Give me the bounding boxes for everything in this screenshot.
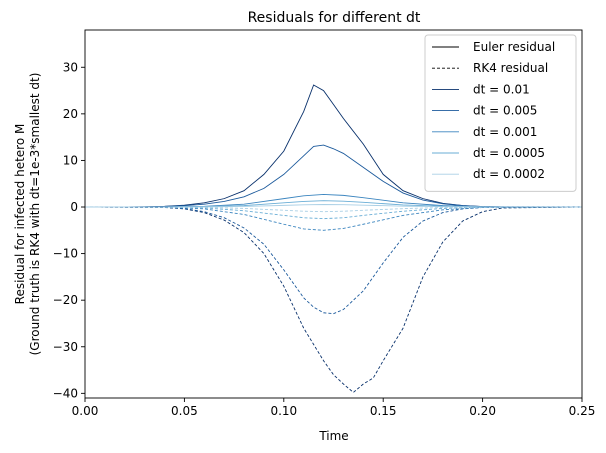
y-axis-label: Residual for infected hetero M (Ground t… xyxy=(13,73,42,356)
y-tick-label: 0 xyxy=(70,200,78,214)
axes-layer: 0.00 0.05 0.10 0.15 0.20 0.25 −40 −30 −20 −10 0 10 2… xyxy=(53,29,596,418)
y-tick-label: 30 xyxy=(63,60,78,74)
legend: Euler residual RK4 residual dt = 0.01 dt = … xyxy=(424,34,577,192)
series-euler-dt-0_005 xyxy=(85,144,582,208)
x-tick-label: 0.00 xyxy=(72,404,99,418)
y-tick-label: 20 xyxy=(63,107,78,121)
x-tick-label: 0.20 xyxy=(469,404,496,418)
y-tick-label: 10 xyxy=(63,153,78,167)
series-euler-dt-0_0002 xyxy=(85,204,582,208)
legend-label: dt = 0.0005 xyxy=(473,146,545,160)
legend-box xyxy=(424,34,577,192)
y-tick-label: −40 xyxy=(53,386,78,400)
series-rk4-dt-0_01 xyxy=(85,206,582,393)
x-tick-label: 0.05 xyxy=(171,404,198,418)
series-rk4-dt-0_001 xyxy=(85,206,582,231)
y-axis-label-line-2: (Ground truth is RK4 with dt=1e-3*smalle… xyxy=(28,73,42,356)
legend-label: dt = 0.005 xyxy=(473,104,537,118)
x-tick-label: 0.10 xyxy=(270,404,297,418)
x-tick-label: 0.25 xyxy=(569,404,596,418)
y-axis-label-line-1: Residual for infected hetero M xyxy=(13,124,27,305)
series-layer xyxy=(85,84,582,393)
legend-label: dt = 0.0002 xyxy=(473,167,545,181)
y-tick-label: −20 xyxy=(53,293,78,307)
chart-title: Residuals for different dt xyxy=(248,10,421,26)
x-axis-label: Time xyxy=(318,429,348,443)
legend-label: RK4 residual xyxy=(473,61,548,75)
y-tick-label: −30 xyxy=(53,340,78,354)
y-tick-label: −10 xyxy=(53,247,78,261)
x-tick-label: 0.15 xyxy=(370,404,397,418)
legend-label: dt = 0.01 xyxy=(473,82,530,96)
legend-label: dt = 0.001 xyxy=(473,125,537,139)
series-rk4-dt-0_005 xyxy=(85,206,582,315)
legend-label: Euler residual xyxy=(473,40,555,54)
plot-frame xyxy=(84,29,583,399)
